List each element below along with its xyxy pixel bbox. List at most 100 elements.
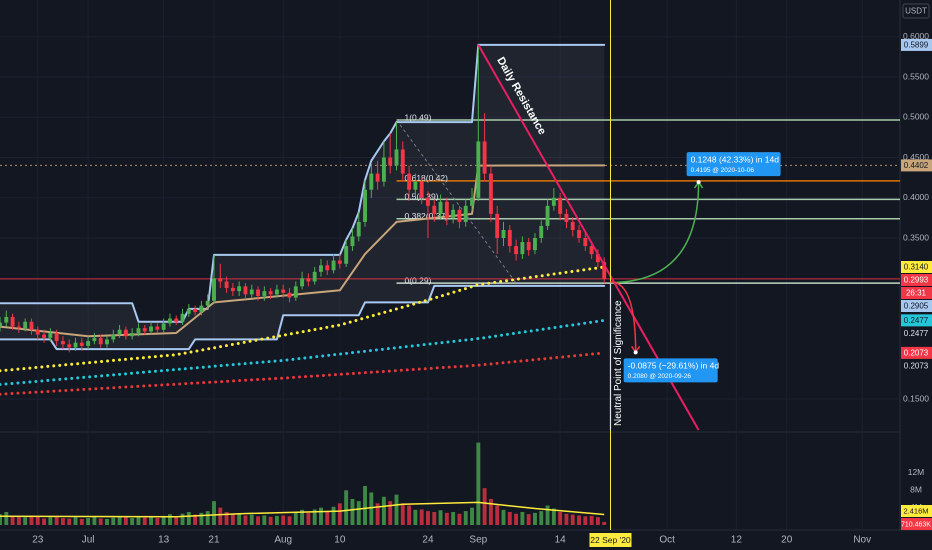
volume-bar <box>507 511 512 525</box>
candle-body <box>230 287 235 292</box>
forecast-arrow <box>610 182 700 284</box>
candle-body <box>237 286 242 292</box>
forecast-point <box>696 180 701 185</box>
candle-body <box>558 197 563 214</box>
candle-body <box>167 318 172 324</box>
y-tick-label: 0.1500 <box>903 393 929 403</box>
volume-bar <box>394 494 399 525</box>
volume-bar <box>237 513 242 525</box>
x-tick-label: 13 <box>158 535 170 546</box>
volume-bar <box>67 518 72 525</box>
currency: USDT <box>905 7 927 16</box>
volume-bar <box>243 515 248 525</box>
price-tag-box <box>901 159 932 172</box>
candle-body <box>463 205 468 222</box>
price-tag-box <box>901 260 932 273</box>
candle-body <box>281 289 286 293</box>
candle-body <box>149 326 153 332</box>
volume-bar <box>23 517 28 525</box>
volume-bar <box>545 505 550 525</box>
candle-body <box>400 149 405 174</box>
candle-body <box>300 278 305 287</box>
volume-tag-box <box>901 518 932 530</box>
volume-bar <box>350 498 355 525</box>
volume-bar <box>186 511 191 525</box>
y-tick-label: 0.4000 <box>903 192 929 202</box>
volume-bar <box>400 503 405 525</box>
volume-bar <box>224 511 229 525</box>
candle-body <box>394 149 399 166</box>
volume-bar <box>35 516 40 525</box>
volume-bar <box>54 516 59 525</box>
volume-bar <box>457 513 462 525</box>
volume-bar <box>444 512 449 525</box>
price-tag-box <box>901 38 932 51</box>
fib-trend <box>396 119 517 284</box>
candle-body <box>319 265 323 272</box>
candle-body <box>407 173 412 190</box>
volume-bar <box>470 507 474 525</box>
volume-bar <box>167 514 172 525</box>
candle-body <box>488 173 493 214</box>
volume-bar <box>174 516 179 525</box>
candle-body <box>344 246 349 264</box>
volume-bar <box>193 514 198 525</box>
candle-body <box>312 271 317 282</box>
candle-body <box>123 329 128 337</box>
fib-label: 0.382(0.37) <box>405 211 449 221</box>
volume-bar <box>111 517 116 525</box>
candle-body <box>186 308 191 314</box>
price-tag-box <box>901 273 932 286</box>
x-tick-label: Jul <box>82 535 95 546</box>
x-tick-label: 23 <box>32 535 44 546</box>
candle-body <box>42 334 47 338</box>
candle-body <box>533 238 537 251</box>
candle-body <box>545 205 550 226</box>
volume-bar <box>10 516 15 525</box>
volume-bar <box>583 516 588 525</box>
volume-bar <box>281 515 286 525</box>
volume-bar <box>79 518 84 525</box>
y-tick-label: 0.5500 <box>903 71 929 81</box>
volume-bar <box>375 503 380 525</box>
volume-bar <box>293 511 298 525</box>
volume-bar <box>482 488 487 525</box>
volume-tick-label: 8M <box>910 485 922 495</box>
candle-body <box>476 141 481 198</box>
candle-body <box>274 289 279 295</box>
candle-body <box>4 316 9 323</box>
candle-body <box>218 278 223 282</box>
y-tick-label: 0.3500 <box>903 232 929 242</box>
volume-bar <box>312 509 317 525</box>
x-tick-label: Aug <box>274 535 292 546</box>
volume-bar <box>256 516 260 525</box>
volume-bar <box>149 516 153 525</box>
volume-bar <box>117 516 122 525</box>
price-tag: 0.2477 <box>904 316 929 325</box>
volume-bar <box>526 514 531 525</box>
volume-bar <box>570 514 575 525</box>
volume-bar <box>98 518 103 525</box>
volume-bar <box>488 498 493 525</box>
candle-body <box>161 323 166 330</box>
indicator-line <box>0 265 606 373</box>
volume-bar <box>4 511 9 525</box>
candle-body <box>482 141 487 174</box>
volume-bar <box>501 509 506 525</box>
candle-body <box>570 221 575 230</box>
volume-bar <box>212 501 216 525</box>
price-tag: 0.2993 <box>904 276 929 285</box>
volume-bar <box>356 501 361 525</box>
volume-bar <box>337 503 342 525</box>
candle-body <box>67 344 72 348</box>
volume-bar <box>564 513 569 525</box>
candle-body <box>92 337 97 342</box>
volume-bar <box>155 518 160 525</box>
volume-bar <box>463 511 468 525</box>
volume-bar <box>426 511 430 525</box>
indicator-line <box>0 284 606 351</box>
volume-bar <box>268 516 273 525</box>
price-tag-box <box>901 314 932 327</box>
candle-body <box>444 201 449 218</box>
